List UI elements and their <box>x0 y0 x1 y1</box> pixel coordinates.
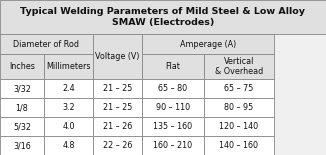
Text: 140 – 160: 140 – 160 <box>219 141 258 150</box>
Text: 90 – 110: 90 – 110 <box>156 103 190 112</box>
Bar <box>93 34 142 79</box>
Bar <box>142 54 204 79</box>
Text: Millimeters: Millimeters <box>46 62 91 71</box>
Text: 160 – 210: 160 – 210 <box>153 141 192 150</box>
Bar <box>0 136 44 155</box>
Text: Typical Welding Parameters of Mild Steel & Low Alloy
SMAW (Electrodes): Typical Welding Parameters of Mild Steel… <box>21 7 305 27</box>
Bar <box>204 98 274 117</box>
Text: 135 – 160: 135 – 160 <box>153 122 192 131</box>
Bar <box>44 136 93 155</box>
Bar <box>93 136 142 155</box>
Bar <box>142 136 204 155</box>
Text: Voltage (V): Voltage (V) <box>95 52 140 61</box>
Text: 3/16: 3/16 <box>13 141 31 150</box>
Bar <box>204 54 274 79</box>
Text: 65 – 80: 65 – 80 <box>158 84 187 93</box>
Bar <box>93 79 142 98</box>
Bar <box>0 34 93 54</box>
Text: 5/32: 5/32 <box>13 122 31 131</box>
Text: 21 – 25: 21 – 25 <box>103 84 132 93</box>
Text: 22 – 26: 22 – 26 <box>103 141 132 150</box>
Bar <box>0 98 44 117</box>
Text: 3/32: 3/32 <box>13 84 31 93</box>
Bar <box>0 117 44 136</box>
Bar <box>44 54 93 79</box>
Text: Vertical
& Overhead: Vertical & Overhead <box>215 57 263 76</box>
Text: 21 – 25: 21 – 25 <box>103 103 132 112</box>
Bar <box>93 117 142 136</box>
Text: Amperage (A): Amperage (A) <box>180 40 236 49</box>
Bar <box>0 54 44 79</box>
Text: 2.4: 2.4 <box>62 84 75 93</box>
Text: 80 – 95: 80 – 95 <box>224 103 253 112</box>
Bar <box>0 79 44 98</box>
Bar <box>142 34 274 54</box>
Text: 4.0: 4.0 <box>62 122 75 131</box>
Text: Diameter of Rod: Diameter of Rod <box>13 40 80 49</box>
Text: 65 – 75: 65 – 75 <box>224 84 254 93</box>
Text: 120 – 140: 120 – 140 <box>219 122 259 131</box>
Bar <box>44 98 93 117</box>
Bar <box>204 136 274 155</box>
Bar <box>204 117 274 136</box>
Bar <box>93 98 142 117</box>
Bar <box>44 79 93 98</box>
Text: Flat: Flat <box>165 62 180 71</box>
Bar <box>142 98 204 117</box>
Text: 21 – 26: 21 – 26 <box>103 122 132 131</box>
Text: 1/8: 1/8 <box>16 103 28 112</box>
Bar <box>0 0 326 34</box>
Bar <box>204 79 274 98</box>
Text: 4.8: 4.8 <box>62 141 75 150</box>
Bar <box>44 117 93 136</box>
Bar <box>142 79 204 98</box>
Text: 3.2: 3.2 <box>62 103 75 112</box>
Bar <box>142 117 204 136</box>
Text: Inches: Inches <box>9 62 35 71</box>
